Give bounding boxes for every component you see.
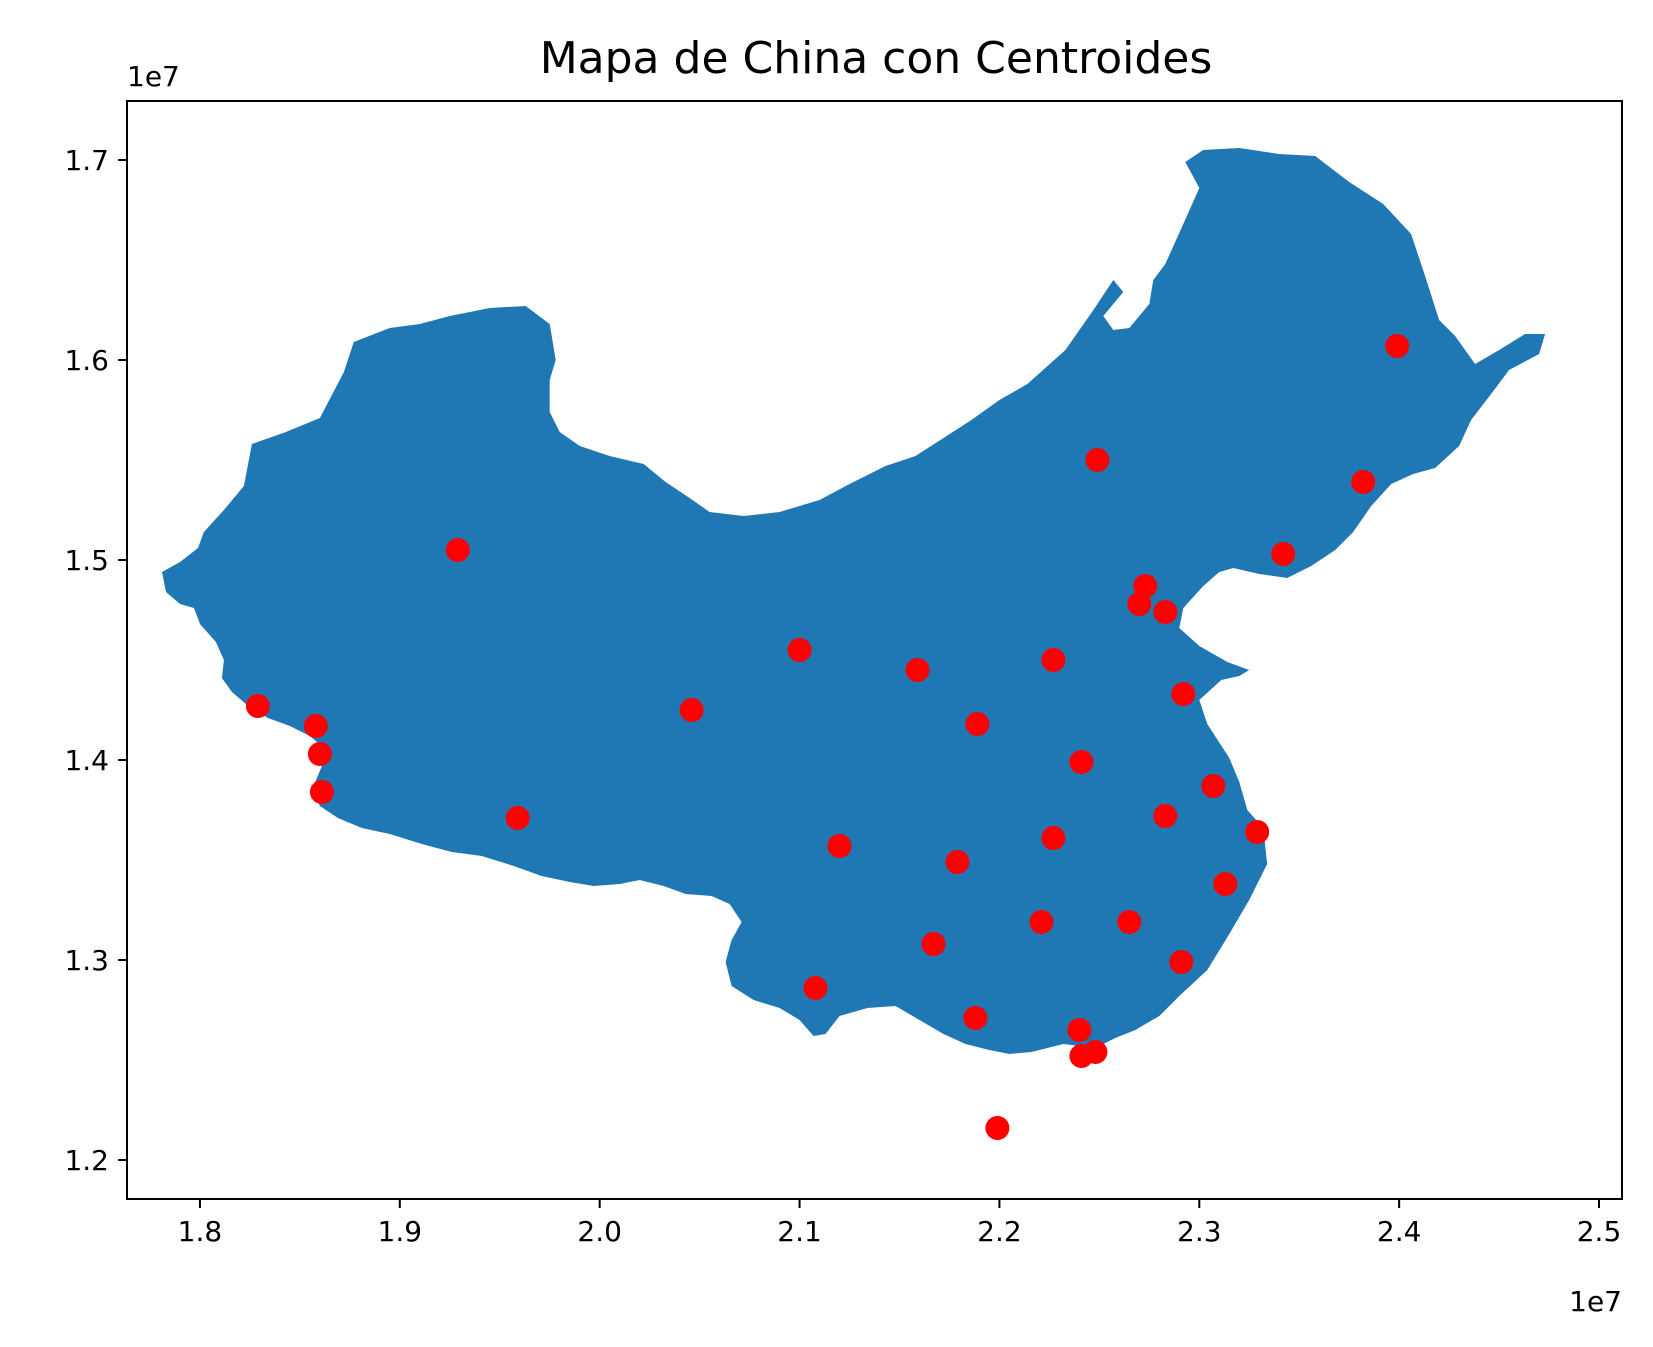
centroid-point <box>1245 820 1270 844</box>
centroid-point <box>1169 950 1194 974</box>
centroid-point <box>1029 910 1054 934</box>
y-tick-label: 1.7 <box>64 144 109 177</box>
y-tick-label: 1.4 <box>64 744 109 777</box>
chart-title: Mapa de China con Centroides <box>540 33 1213 84</box>
centroid-point <box>1385 334 1410 358</box>
centroid-point <box>921 932 946 956</box>
centroid-point <box>245 694 270 718</box>
centroid-point <box>1069 750 1094 774</box>
centroid-point <box>963 1006 988 1030</box>
centroid-point <box>679 698 704 722</box>
x-tick-label: 2.5 <box>1577 1215 1622 1248</box>
y-tick-label: 1.5 <box>64 544 109 577</box>
centroid-point <box>303 714 328 738</box>
x-axis-ticks: 1.8 1.9 2.0 2.1 2.2 2.3 2.4 2.5 <box>178 1199 1622 1248</box>
centroid-point <box>787 638 812 662</box>
x-axis-offset-label: 1e7 <box>1569 1285 1622 1318</box>
x-tick-label: 1.9 <box>378 1215 423 1248</box>
centroid-point <box>1085 448 1110 472</box>
centroid-point <box>1041 648 1066 672</box>
x-tick-label: 2.4 <box>1377 1215 1422 1248</box>
y-axis-ticks: 1.2 1.3 1.4 1.5 1.6 1.7 <box>64 144 127 1177</box>
centroid-point <box>965 712 990 736</box>
x-tick-label: 2.1 <box>777 1215 822 1248</box>
centroid-point <box>309 780 334 804</box>
centroid-point <box>1067 1018 1092 1042</box>
y-axis-offset-label: 1e7 <box>127 60 180 93</box>
centroid-point <box>985 1116 1010 1140</box>
centroid-point <box>307 742 332 766</box>
y-tick-label: 1.2 <box>64 1144 109 1177</box>
centroid-point <box>803 976 828 1000</box>
plot-area <box>126 100 1623 1200</box>
centroid-point <box>1127 592 1152 616</box>
centroid-point <box>445 538 470 562</box>
centroid-points <box>245 334 1410 1140</box>
centroid-point <box>827 834 852 858</box>
centroid-point <box>1201 774 1226 798</box>
centroid-point <box>945 850 970 874</box>
centroid-point <box>1271 542 1296 566</box>
centroid-point <box>1041 826 1066 850</box>
x-tick-label: 2.2 <box>977 1215 1022 1248</box>
y-tick-label: 1.6 <box>64 344 109 377</box>
centroid-point <box>1351 470 1376 494</box>
centroid-point <box>1117 910 1142 934</box>
x-tick-label: 1.8 <box>178 1215 223 1248</box>
centroid-point <box>1213 872 1238 896</box>
centroid-point <box>905 658 930 682</box>
centroid-point <box>1153 600 1178 624</box>
axes-frame <box>126 100 1623 1200</box>
x-tick-label: 2.3 <box>1177 1215 1222 1248</box>
centroid-point <box>505 806 530 830</box>
x-tick-label: 2.0 <box>577 1215 622 1248</box>
centroid-point <box>1171 682 1196 706</box>
centroid-point <box>1153 804 1178 828</box>
china-map-shape <box>162 148 1546 1054</box>
centroid-point <box>1083 1040 1108 1064</box>
y-tick-label: 1.3 <box>64 944 109 977</box>
